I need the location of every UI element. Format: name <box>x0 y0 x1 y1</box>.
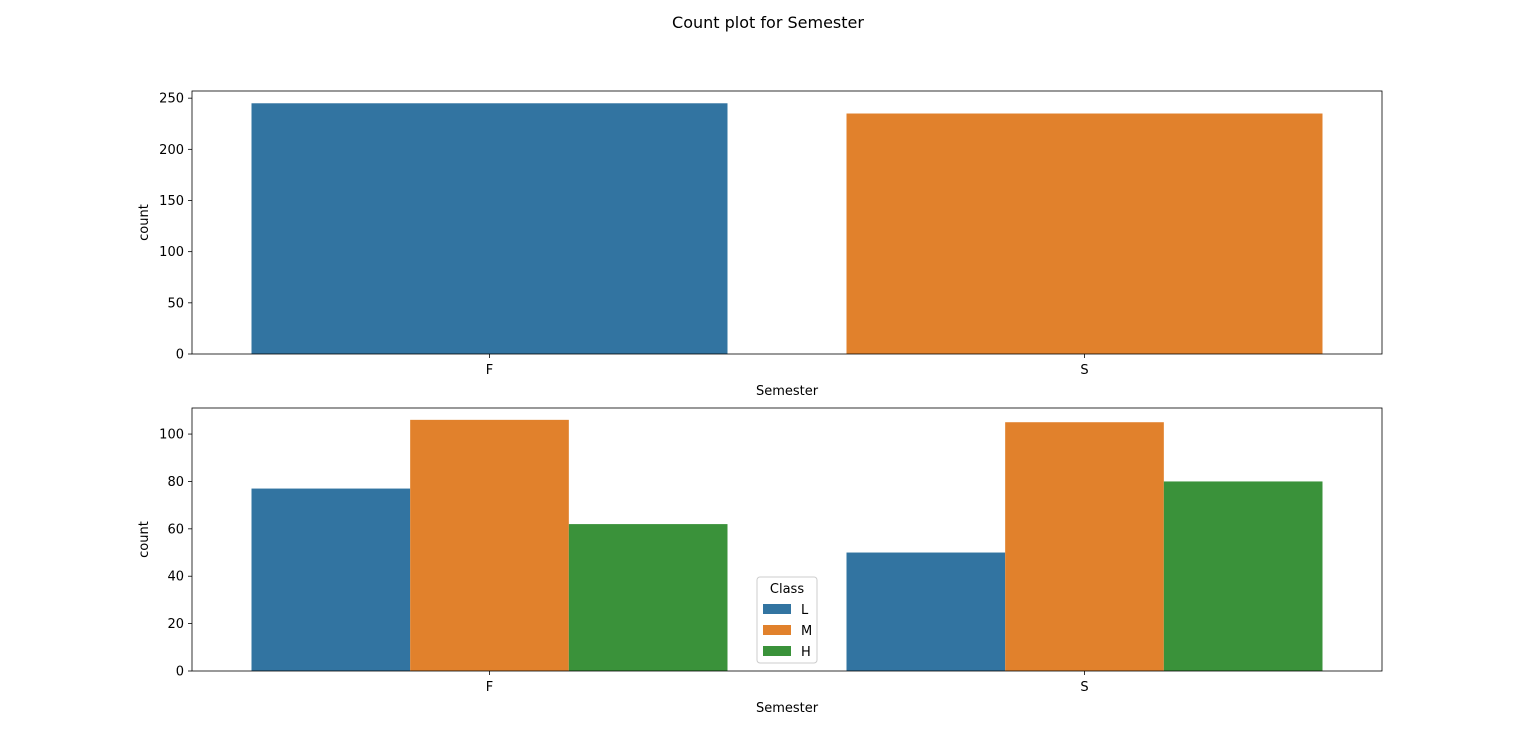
legend-label-L: L <box>801 603 809 618</box>
bar-L-S <box>846 552 1006 671</box>
legend-swatch-H <box>763 646 791 656</box>
bar-S <box>846 113 1323 355</box>
bar-M-F <box>410 419 569 671</box>
bar-M-S <box>1005 422 1164 671</box>
y-tick-label: 200 <box>159 143 184 158</box>
legend-swatch-L <box>763 604 791 614</box>
y-axis-label: count <box>137 204 152 241</box>
y-tick-label: 100 <box>159 428 184 443</box>
y-tick-label: 150 <box>159 194 184 209</box>
x-tick-label: S <box>1080 363 1088 378</box>
semester-by-class-count-plot: 0 20 40 60 80 100 F S Semester count Class LMH <box>137 407 1383 716</box>
y-tick-label: 80 <box>167 475 184 490</box>
legend: Class LMH <box>756 576 818 664</box>
semester-count-plot: 0 50 100 150 200 250 F S Semester count <box>137 90 1383 399</box>
x-axis-label: Semester <box>756 384 819 399</box>
x-tick-label: F <box>486 680 493 695</box>
y-tick-label: 60 <box>167 522 184 537</box>
figure-title: Count plot for Semester <box>672 13 864 32</box>
plot-frame <box>191 407 1383 672</box>
legend-title: Class <box>770 582 804 597</box>
y-tick-label: 0 <box>176 348 184 363</box>
legend-label-H: H <box>801 645 811 660</box>
x-axis-label: Semester <box>756 701 819 716</box>
y-axis-label: count <box>137 521 152 558</box>
y-tick-label: 50 <box>167 296 184 311</box>
bar-F <box>251 103 728 355</box>
y-tick-label: 100 <box>159 245 184 260</box>
y-tick-label: 40 <box>167 570 184 585</box>
bar-H-S <box>1163 481 1323 671</box>
bar-L-F <box>251 488 411 671</box>
bar-H-F <box>568 524 728 671</box>
y-tick-label: 250 <box>159 92 184 107</box>
legend-label-M: M <box>801 624 812 639</box>
legend-frame <box>756 576 818 664</box>
legend-swatch-M <box>763 625 791 635</box>
plot-frame <box>191 90 1383 355</box>
y-tick-label: 0 <box>176 665 184 680</box>
x-tick-label: S <box>1080 680 1088 695</box>
y-tick-label: 20 <box>167 617 184 632</box>
x-tick-label: F <box>486 363 493 378</box>
